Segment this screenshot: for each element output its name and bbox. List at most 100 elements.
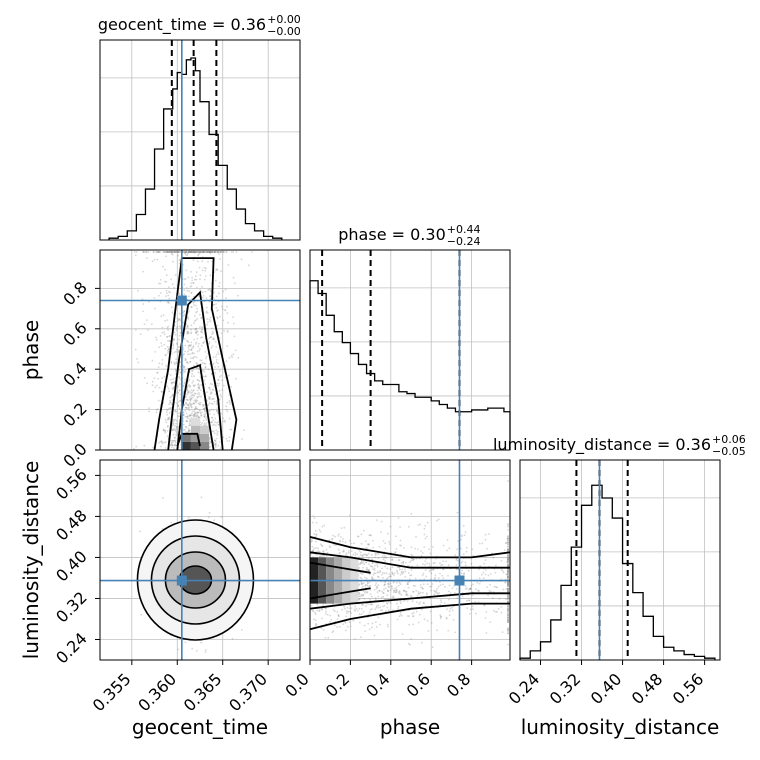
sample-point: [507, 582, 509, 585]
sample-point: [223, 419, 226, 422]
sample-point: [178, 325, 181, 327]
sample-point: [334, 610, 336, 613]
sample-point: [381, 573, 383, 576]
sample-point: [314, 530, 317, 532]
sample-point: [429, 610, 432, 613]
sample-point: [186, 289, 189, 292]
sample-point: [337, 615, 340, 618]
sample-point: [204, 410, 207, 413]
sample-point: [363, 553, 365, 556]
sample-point: [188, 344, 191, 346]
sample-point: [161, 326, 164, 329]
sample-point: [170, 407, 173, 409]
sample-point: [203, 267, 206, 269]
sample-point: [229, 428, 232, 431]
sample-point: [173, 444, 176, 446]
sample-point: [190, 324, 193, 327]
sample-point: [173, 363, 176, 366]
sample-point: [173, 339, 175, 342]
sample-point: [195, 286, 198, 289]
sample-point: [195, 271, 198, 274]
sample-point: [184, 251, 187, 253]
sample-point: [399, 600, 402, 603]
sample-point: [175, 350, 177, 353]
sample-point: [194, 407, 197, 410]
sample-point: [311, 539, 313, 542]
sample-point: [189, 361, 192, 363]
sample-point: [169, 401, 172, 404]
sample-point: [173, 436, 176, 439]
sample-point: [167, 417, 170, 420]
sample-point: [317, 547, 319, 550]
x-tick-label: 0.360: [134, 669, 180, 715]
sample-point: [217, 384, 220, 387]
sample-point: [190, 251, 192, 253]
sample-point: [393, 590, 396, 592]
sample-point: [204, 383, 207, 385]
sample-point: [201, 331, 204, 334]
sample-point: [166, 336, 169, 338]
sample-point: [184, 409, 187, 412]
sample-point: [197, 415, 200, 418]
truth-marker: [176, 575, 187, 586]
sample-point: [354, 609, 356, 612]
sample-point: [195, 398, 198, 401]
sample-point: [340, 527, 343, 529]
sample-point: [507, 613, 509, 616]
sample-point: [226, 331, 229, 333]
sample-point: [183, 278, 186, 281]
sample-point: [380, 596, 383, 599]
sample-point: [191, 251, 193, 253]
sample-point: [399, 613, 402, 616]
sample-point: [205, 267, 207, 270]
sample-point: [165, 421, 168, 424]
sample-point: [208, 342, 210, 345]
sample-point: [478, 577, 481, 580]
sample-point: [372, 568, 374, 571]
sample-point: [200, 330, 203, 333]
sample-point: [507, 605, 509, 608]
sample-point: [200, 328, 203, 331]
sample-point: [188, 390, 191, 393]
x-tick-label: 0.365: [180, 669, 226, 715]
sample-point: [209, 437, 212, 440]
sample-point: [163, 251, 166, 253]
sample-point: [195, 251, 198, 253]
sample-point: [168, 390, 171, 392]
sample-point: [410, 569, 413, 571]
sample-point: [448, 610, 451, 613]
sample-point: [202, 404, 205, 406]
sample-point: [220, 251, 222, 253]
sample-point: [185, 412, 188, 415]
sample-point: [153, 377, 156, 380]
sample-point: [227, 321, 229, 324]
sample-point: [182, 321, 185, 324]
sample-point: [409, 643, 411, 646]
sample-point: [188, 430, 191, 432]
y-tick-label: 0.32: [52, 588, 91, 627]
sample-point: [481, 542, 484, 545]
sample-point: [507, 627, 509, 630]
sample-point: [194, 415, 197, 417]
sample-point: [226, 440, 229, 442]
sample-point: [134, 348, 137, 351]
sample-point: [186, 340, 189, 343]
sample-point: [187, 345, 190, 347]
sample-point: [197, 371, 200, 374]
sample-point: [423, 546, 426, 548]
sample-point: [360, 608, 363, 610]
sample-point: [173, 361, 176, 364]
sample-point: [482, 571, 485, 574]
sample-point: [203, 251, 206, 253]
sample-point: [194, 407, 197, 410]
sample-point: [204, 351, 207, 353]
sample-point: [172, 433, 175, 436]
x-tick-label: 0.4: [362, 669, 393, 700]
sample-point: [168, 412, 171, 414]
sample-point: [188, 409, 191, 412]
sample-point: [247, 264, 250, 267]
sample-point: [202, 408, 205, 410]
sample-point: [210, 391, 213, 394]
sample-point: [175, 368, 177, 370]
sample-point: [175, 419, 178, 422]
